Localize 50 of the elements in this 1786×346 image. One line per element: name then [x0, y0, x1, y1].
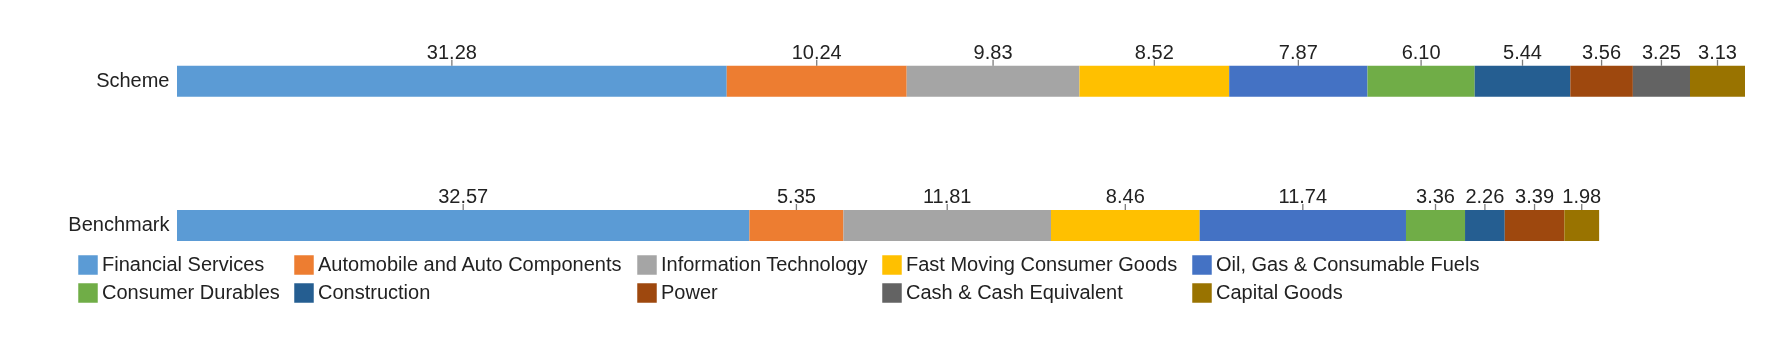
legend-label: Power [661, 281, 719, 303]
bar [726, 65, 907, 97]
bar [1504, 209, 1565, 241]
legend-label: Automobile and Auto Components [318, 253, 622, 275]
bar [906, 65, 1080, 97]
y-tick-label: Benchmark [68, 213, 171, 236]
data-label: 6.10 [1401, 40, 1441, 63]
data-label: 11.81 [922, 184, 972, 207]
data-label: 3.56 [1582, 40, 1622, 63]
bar [1689, 65, 1745, 97]
data-label: 7.87 [1278, 40, 1318, 63]
bar [843, 209, 1051, 241]
data-label: 2.26 [1465, 184, 1505, 207]
legend-label: Capital Goods [1216, 281, 1343, 303]
data-label: 1.98 [1562, 184, 1602, 207]
data-label: 5.35 [776, 184, 816, 207]
legend-label: Construction [318, 281, 431, 303]
bar [1079, 65, 1230, 97]
data-label: 8.46 [1105, 184, 1145, 207]
bar [1632, 65, 1690, 97]
bar [1199, 209, 1406, 241]
data-label: 3.36 [1416, 184, 1455, 207]
bar [1570, 65, 1633, 97]
legend-label: Information Technology [661, 253, 868, 275]
bar [1229, 65, 1368, 97]
bar [1367, 65, 1475, 97]
data-label: 10.24 [791, 40, 842, 63]
bar [1474, 65, 1571, 97]
y-tick-label: Scheme [96, 69, 170, 92]
bar [749, 209, 844, 241]
data-label: 3.13 [1698, 40, 1737, 63]
data-label: 5.44 [1503, 40, 1542, 63]
bar [1050, 209, 1200, 241]
bar [1465, 209, 1505, 241]
data-label: 3.39 [1515, 184, 1555, 207]
bar [177, 65, 727, 97]
data-label: 3.25 [1641, 40, 1681, 63]
bar [177, 209, 750, 241]
bar [1564, 209, 1600, 241]
legend-label: Cash & Cash Equivalent [906, 281, 1124, 303]
data-label: 8.52 [1134, 40, 1174, 63]
data-label: 11.74 [1278, 184, 1328, 207]
legend-label: Financial Services [102, 253, 265, 275]
data-label: 32.57 [438, 184, 489, 207]
legend-label: Fast Moving Consumer Goods [906, 253, 1178, 275]
legend-label: Oil, Gas & Consumable Fuels [1216, 253, 1480, 275]
data-label: 9.83 [973, 40, 1013, 63]
data-label: 31.28 [426, 40, 477, 63]
bar [1405, 209, 1466, 241]
legend-label: Consumer Durables [102, 281, 280, 303]
